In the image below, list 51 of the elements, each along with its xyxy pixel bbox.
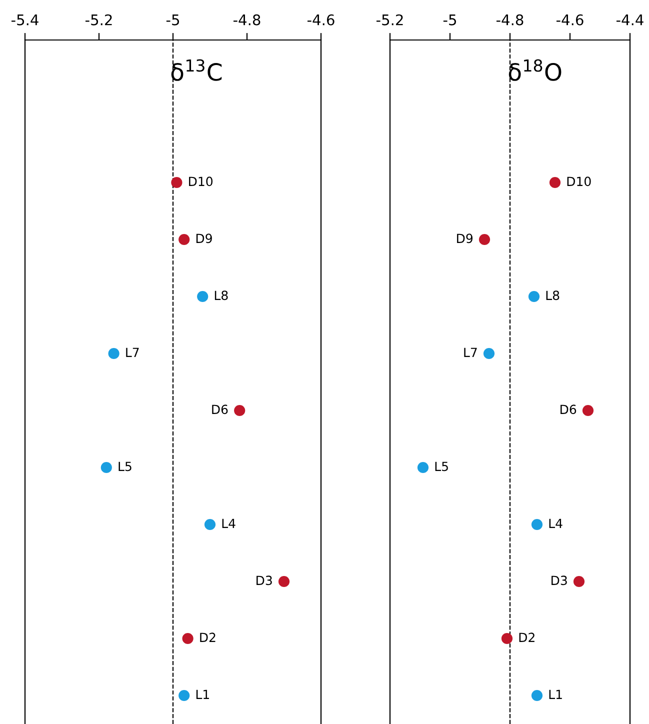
point — [278, 576, 290, 588]
x-tick-label: -5 — [443, 14, 456, 26]
x-tick-label: -4.6 — [556, 14, 584, 26]
point — [478, 234, 490, 246]
data-label: D2 — [519, 632, 534, 642]
point — [483, 348, 495, 360]
point — [234, 404, 246, 416]
point — [204, 518, 216, 530]
point — [178, 234, 190, 246]
point — [531, 690, 543, 702]
data-label: L7 — [126, 348, 139, 357]
point — [182, 632, 194, 644]
data-label: D10 — [189, 176, 213, 186]
point — [573, 576, 585, 588]
data-label: L8 — [214, 290, 228, 300]
point — [171, 176, 182, 188]
point — [108, 348, 120, 360]
data-label: L5 — [118, 462, 132, 472]
x-tick-label: -5.4 — [11, 14, 38, 26]
point — [197, 290, 208, 302]
data-label: D2 — [200, 632, 216, 642]
x-tick-label: -4.6 — [307, 14, 334, 26]
point — [501, 632, 513, 644]
data-label: L5 — [435, 462, 448, 472]
data-label: D9 — [196, 234, 212, 244]
point — [582, 404, 594, 416]
x-tick-label: -4.8 — [496, 14, 524, 26]
data-label: D10 — [567, 176, 591, 186]
data-label: L4 — [222, 518, 236, 528]
x-tick-label: -5 — [166, 14, 179, 26]
data-label: D6 — [560, 404, 576, 414]
data-label: L1 — [196, 690, 209, 699]
data-label: D3 — [552, 576, 567, 586]
point — [528, 290, 540, 302]
point — [549, 176, 561, 188]
point — [178, 690, 190, 702]
data-label: D6 — [212, 404, 228, 414]
data-label: L4 — [549, 518, 562, 528]
data-label: L7 — [464, 348, 477, 357]
x-tick-label: -4.8 — [233, 14, 260, 26]
point — [100, 462, 112, 474]
data-label: L8 — [546, 290, 560, 300]
x-tick-label: -5.2 — [376, 14, 403, 26]
x-tick-label: -5.2 — [85, 14, 112, 26]
data-label: D3 — [256, 576, 272, 586]
point — [417, 462, 429, 474]
text: δ$^{18}$O — [508, 59, 562, 81]
point — [531, 518, 543, 530]
x-tick-label: -4.4 — [616, 14, 644, 26]
data-label: D9 — [457, 234, 473, 244]
data-label: L1 — [549, 690, 562, 699]
